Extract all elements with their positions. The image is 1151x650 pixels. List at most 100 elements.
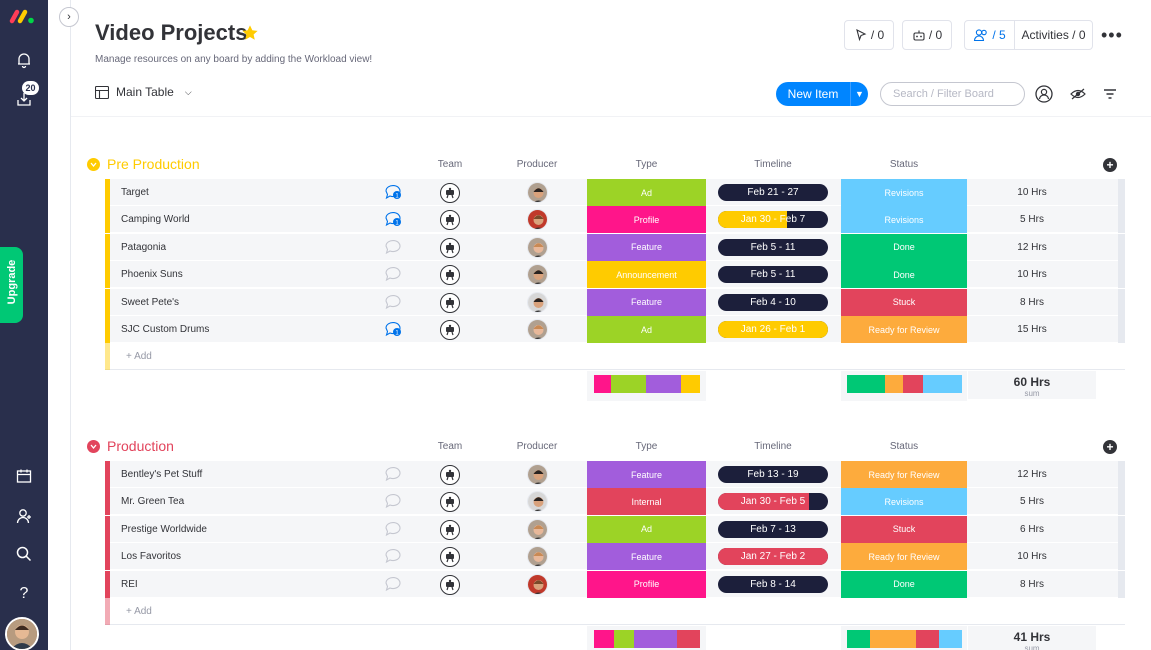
time-estimate[interactable]: 12 Hrs xyxy=(1017,469,1047,480)
column-header-team[interactable]: Team xyxy=(437,159,463,170)
column-header-timeline[interactable]: Timeline xyxy=(754,441,792,452)
time-estimate[interactable]: 10 Hrs xyxy=(1017,269,1047,281)
comment-icon[interactable] xyxy=(384,294,402,310)
add-item-row[interactable]: + Add xyxy=(105,343,1125,371)
comment-with-update-icon[interactable]: 1 xyxy=(384,321,402,337)
table-row[interactable]: SJC Custom Drums 1 Ad Jan 26 - Feb 1 Ready f… xyxy=(105,316,1125,343)
timeline-pill[interactable]: Jan 30 - Feb 5 xyxy=(718,493,828,511)
board-description[interactable]: Manage resources on any board by adding … xyxy=(95,54,373,65)
table-row[interactable]: Target 1 Ad Feb 21 - 27 Revisions 10 Hrs xyxy=(105,179,1125,206)
column-header-producer[interactable]: Producer xyxy=(516,441,558,452)
main-table-view-tab[interactable]: Main Table ⌵ xyxy=(95,85,192,99)
timeline-pill[interactable]: Jan 27 - Feb 2 xyxy=(718,548,828,566)
board-title[interactable]: Video Projects xyxy=(95,20,248,45)
table-row[interactable]: Sweet Pete's Feature Feb 4 - 10 Stuck 8 Hrs xyxy=(105,288,1125,316)
person-filter-icon[interactable] xyxy=(1034,84,1054,104)
team-icon[interactable] xyxy=(440,237,460,258)
producer-avatar[interactable] xyxy=(527,291,548,313)
column-header-type[interactable]: Type xyxy=(635,159,658,170)
group-collapse-icon[interactable] xyxy=(87,157,100,171)
type-label[interactable]: Feature xyxy=(587,543,706,571)
type-label[interactable]: Ad xyxy=(587,316,706,343)
star-icon[interactable] xyxy=(241,24,259,42)
column-header-team[interactable]: Team xyxy=(437,441,463,452)
type-distribution-bar[interactable] xyxy=(594,375,700,394)
comment-icon[interactable] xyxy=(384,239,402,255)
producer-avatar[interactable] xyxy=(527,491,548,513)
group-collapse-icon[interactable] xyxy=(87,439,100,453)
table-row[interactable]: Prestige Worldwide Ad Feb 7 - 13 Stuck 6 Hrs xyxy=(105,515,1125,543)
upgrade-button[interactable]: Upgrade xyxy=(0,247,23,323)
type-label[interactable]: Profile xyxy=(587,206,706,234)
table-row[interactable]: Bentley's Pet Stuff Feature Feb 13 - 19 Rea… xyxy=(105,461,1125,488)
timeline-pill[interactable]: Jan 26 - Feb 1 xyxy=(718,321,828,338)
team-icon[interactable] xyxy=(440,292,460,313)
status-label[interactable]: Stuck xyxy=(841,288,967,316)
team-icon[interactable] xyxy=(440,320,460,340)
comment-with-update-icon[interactable]: 1 xyxy=(384,211,402,227)
inbox-icon[interactable] xyxy=(12,87,36,111)
item-name[interactable]: REI xyxy=(121,578,138,590)
type-label[interactable]: Announcement xyxy=(587,261,706,289)
producer-avatar[interactable] xyxy=(527,182,548,203)
status-label[interactable]: Done xyxy=(841,570,967,598)
help-icon[interactable]: ? xyxy=(19,585,29,602)
filter-icon[interactable] xyxy=(1100,84,1120,104)
add-column-icon[interactable]: + xyxy=(1103,158,1117,172)
type-label[interactable]: Profile xyxy=(587,570,706,598)
team-icon[interactable] xyxy=(440,210,460,231)
status-distribution-bar[interactable] xyxy=(847,630,962,648)
column-header-producer[interactable]: Producer xyxy=(516,159,558,170)
time-estimate[interactable]: 5 Hrs xyxy=(1020,214,1044,226)
timeline-pill[interactable]: Jan 30 - Feb 7 xyxy=(718,211,828,229)
timeline-pill[interactable]: Feb 5 - 11 xyxy=(718,266,828,284)
time-estimate[interactable]: 6 Hrs xyxy=(1020,523,1044,535)
type-label[interactable]: Feature xyxy=(587,233,706,261)
status-label[interactable]: Revisions xyxy=(841,206,967,234)
search-icon[interactable] xyxy=(12,542,36,566)
invite-member-icon[interactable] xyxy=(12,504,36,528)
table-row[interactable]: Mr. Green Tea Internal Jan 30 - Feb 5 Revis… xyxy=(105,488,1125,516)
team-icon[interactable] xyxy=(440,492,460,513)
status-label[interactable]: Revisions xyxy=(841,488,967,516)
more-options-icon[interactable]: ••• xyxy=(1101,25,1123,45)
comment-with-update-icon[interactable]: 1 xyxy=(384,184,402,200)
team-icon[interactable] xyxy=(440,547,460,568)
comment-icon[interactable] xyxy=(384,521,402,537)
team-icon[interactable] xyxy=(440,265,460,286)
producer-avatar[interactable] xyxy=(527,264,548,286)
producer-avatar[interactable] xyxy=(527,464,548,485)
timeline-pill[interactable]: Feb 4 - 10 xyxy=(718,293,828,311)
status-label[interactable]: Revisions xyxy=(841,179,967,206)
timeline-pill[interactable]: Feb 7 - 13 xyxy=(718,520,828,538)
timeline-pill[interactable]: Feb 5 - 11 xyxy=(718,238,828,256)
time-estimate[interactable]: 12 Hrs xyxy=(1017,241,1047,253)
timeline-pill[interactable]: Feb 13 - 19 xyxy=(718,466,828,483)
item-name[interactable]: Patagonia xyxy=(121,241,167,253)
item-name[interactable]: Sweet Pete's xyxy=(121,296,180,308)
producer-avatar[interactable] xyxy=(527,546,548,568)
time-estimate[interactable]: 15 Hrs xyxy=(1017,324,1047,335)
team-icon[interactable] xyxy=(440,519,460,540)
comment-icon[interactable] xyxy=(384,576,402,592)
status-label[interactable]: Ready for Review xyxy=(841,461,967,488)
expand-panel-button[interactable]: › xyxy=(59,7,79,27)
time-estimate[interactable]: 8 Hrs xyxy=(1020,578,1044,590)
bell-icon[interactable] xyxy=(12,48,36,72)
column-header-status[interactable]: Status xyxy=(889,159,919,170)
team-icon[interactable] xyxy=(440,465,460,485)
chevron-down-icon[interactable]: ▼ xyxy=(850,82,868,106)
timeline-pill[interactable]: Feb 8 - 14 xyxy=(718,575,828,593)
table-row[interactable]: Patagonia Feature Feb 5 - 11 Done 12 Hrs xyxy=(105,233,1125,261)
item-name[interactable]: Prestige Worldwide xyxy=(121,523,207,535)
item-name[interactable]: Mr. Green Tea xyxy=(121,496,185,508)
group-title[interactable]: Production xyxy=(87,438,174,454)
item-name[interactable]: Camping World xyxy=(121,214,190,226)
type-label[interactable]: Ad xyxy=(587,515,706,543)
table-row[interactable]: Los Favoritos Feature Jan 27 - Feb 2 Ready … xyxy=(105,543,1125,571)
comment-icon[interactable] xyxy=(384,466,402,482)
producer-avatar[interactable] xyxy=(527,319,548,340)
item-name[interactable]: Target xyxy=(121,187,149,198)
item-name[interactable]: Bentley's Pet Stuff xyxy=(121,469,203,480)
calendar-icon[interactable] xyxy=(12,464,36,488)
